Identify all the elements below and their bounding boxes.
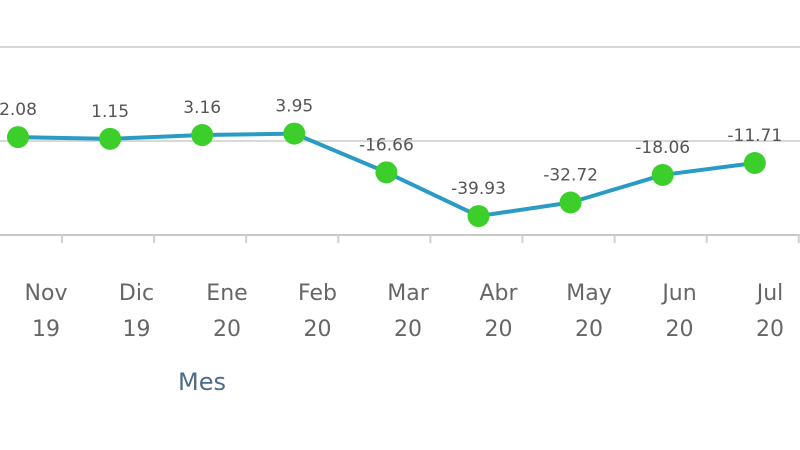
x-tick-label: Jun 20 [660,281,696,342]
x-tick-label: Dic 19 [119,281,154,342]
data-label: 2.08 [0,100,37,120]
marker [467,205,490,228]
x-tick-label: May 20 [566,281,611,342]
x-tick-label: Feb 20 [298,281,337,342]
x-tick-label: Nov 19 [25,281,68,342]
data-label: 3.95 [275,97,313,117]
x-tick-label: Ene 20 [206,281,247,342]
x-tick-label: Abr 20 [479,281,518,342]
data-label: -18.06 [635,138,690,158]
data-label: 1.15 [91,102,129,122]
marker [559,191,582,214]
marker [375,161,398,184]
marker [743,152,766,175]
data-label: -32.72 [543,166,598,186]
marker [651,163,674,186]
data-label: -39.93 [451,179,506,199]
marker [191,124,214,147]
marker [7,126,29,149]
x-tick-label: Mar 20 [387,281,429,342]
data-label: -16.66 [359,135,414,155]
x-axis-title: Mes [178,368,226,396]
marker [283,122,306,145]
data-label: -11.71 [727,126,782,146]
x-tick-label: Jul 20 [755,281,784,342]
data-label: 3.16 [183,98,221,118]
marker [99,127,122,150]
